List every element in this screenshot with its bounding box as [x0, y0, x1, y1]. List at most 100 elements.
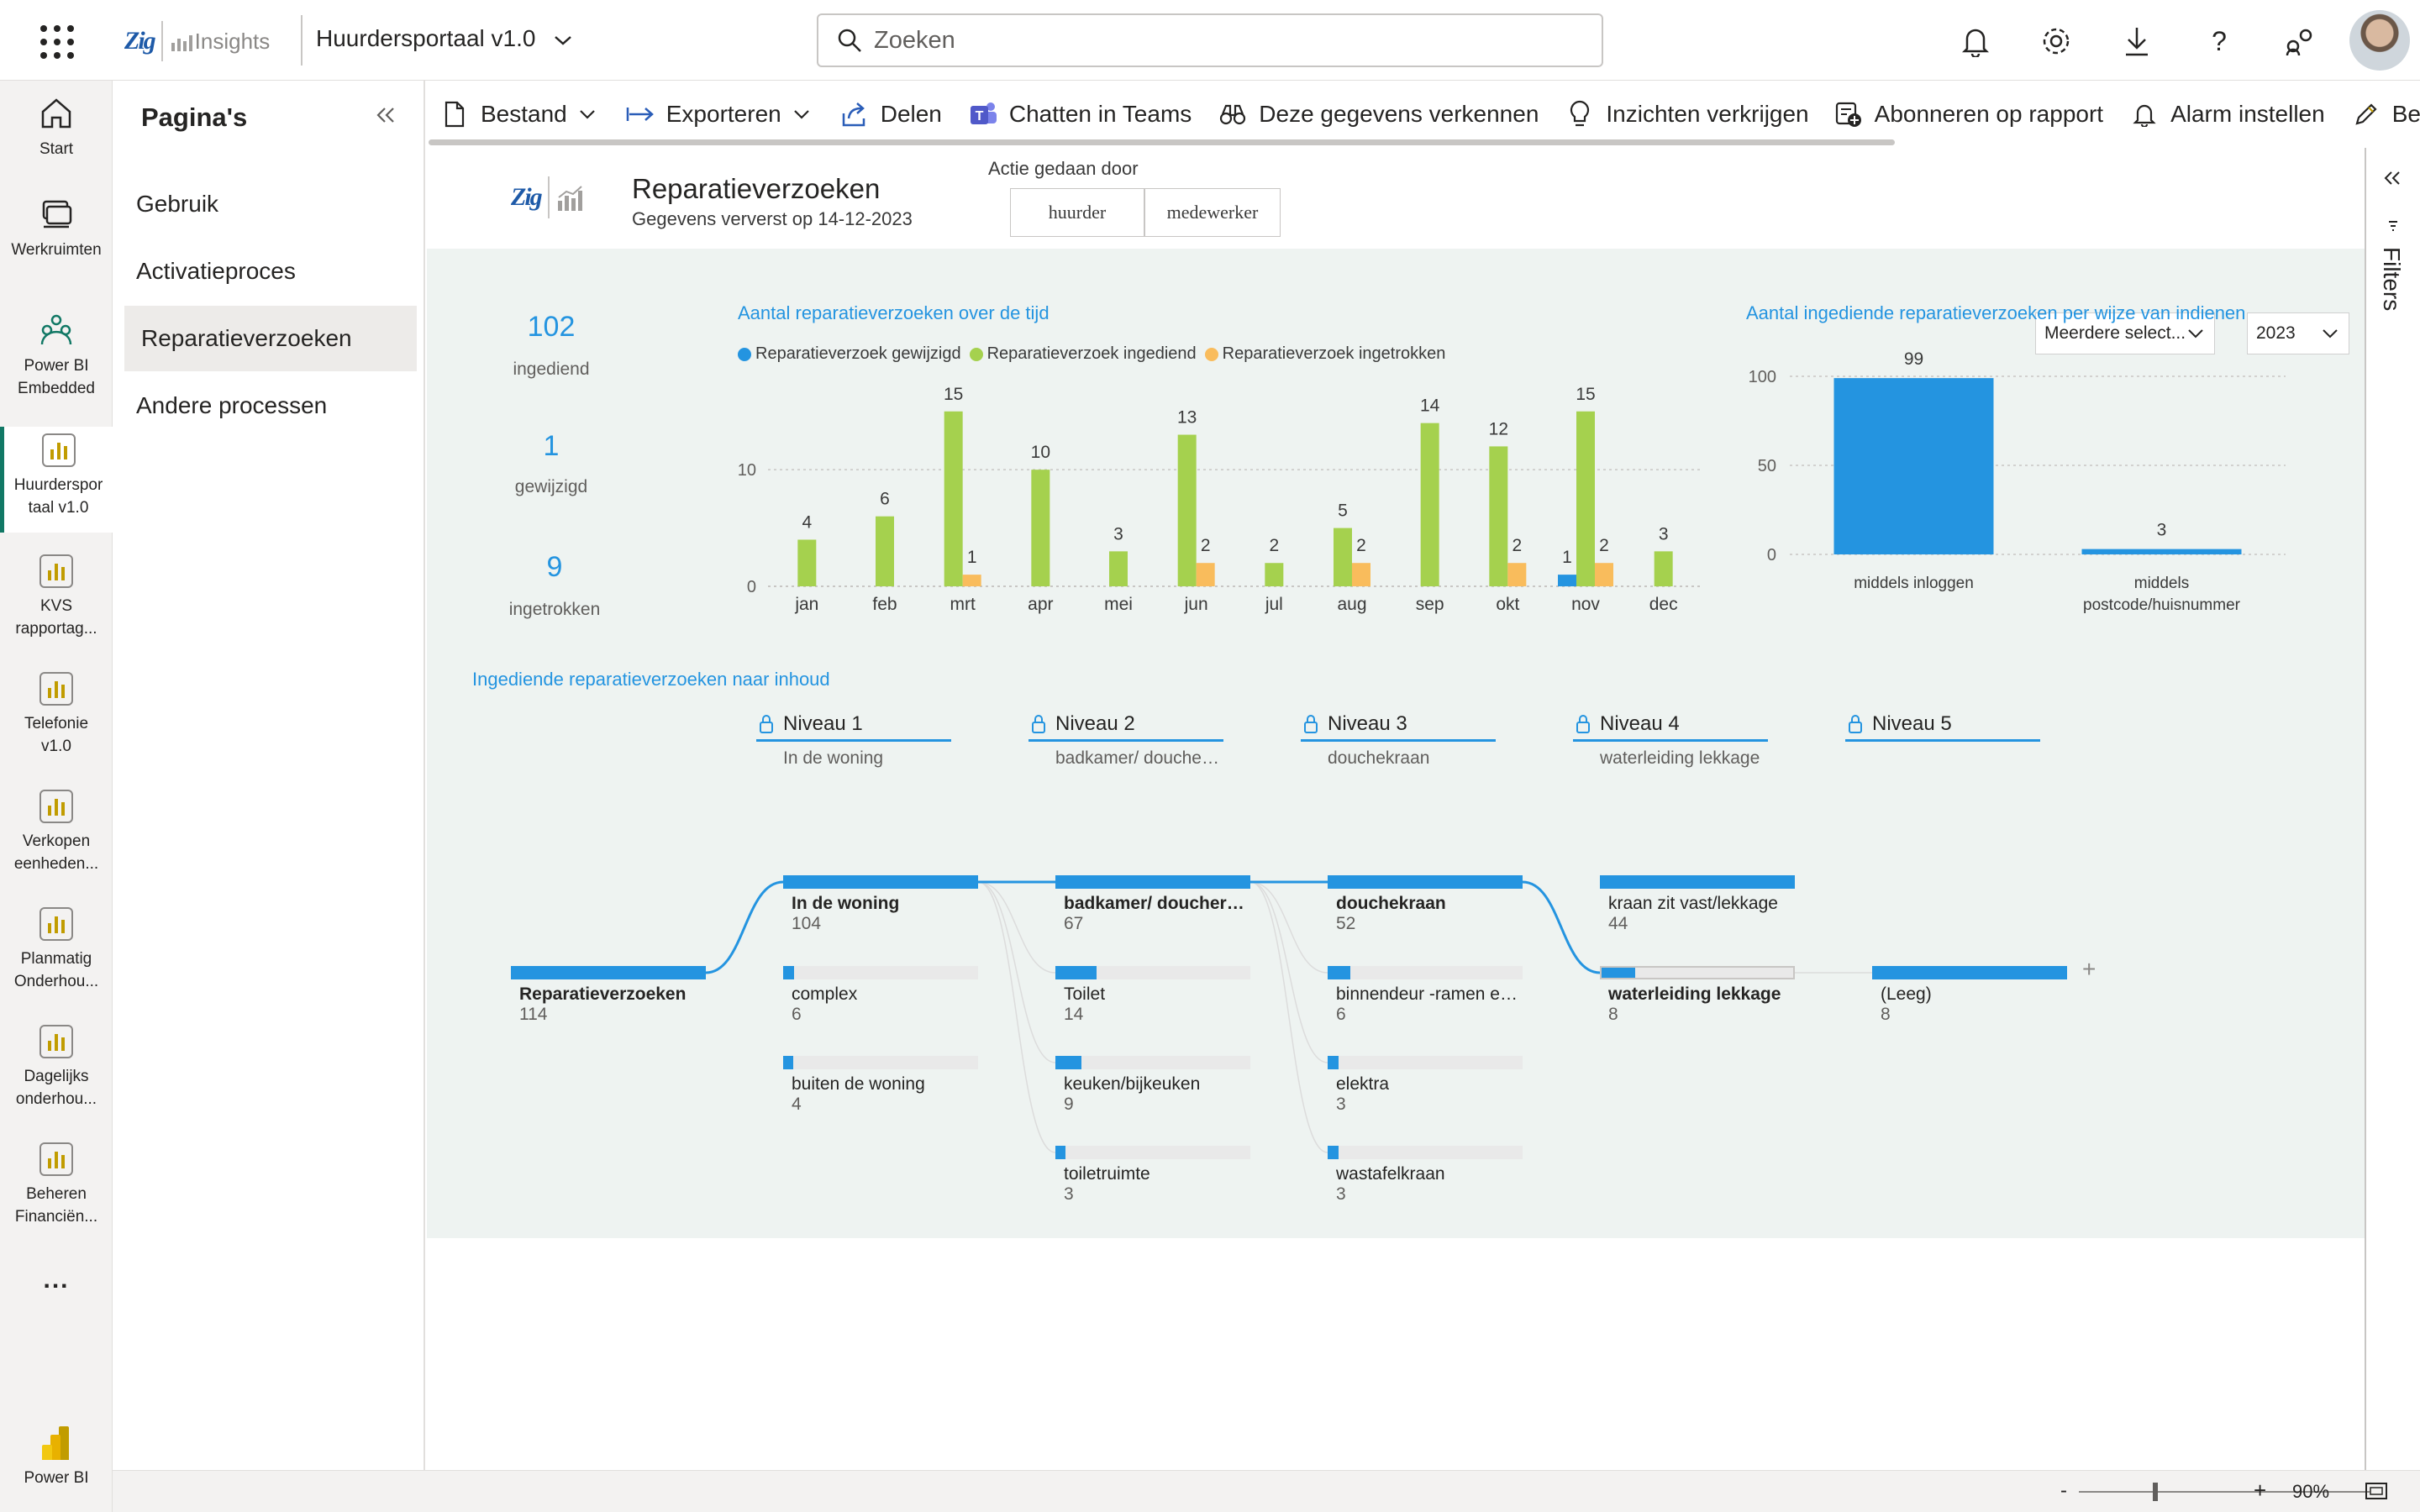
legend-item-gewijzigd[interactable]: Reparatieverzoek gewijzigd	[738, 344, 961, 364]
multi-select-slicer[interactable]: Meerdere select...	[2035, 312, 2215, 354]
explore-data-button[interactable]: Deze gegevens verkennen	[1218, 100, 1539, 129]
bell-icon[interactable]	[1958, 24, 1993, 59]
bar	[1265, 563, 1284, 586]
teams-icon: T	[970, 102, 997, 124]
x-tick-label: aug	[1337, 595, 1366, 614]
tree-level-value: douchekraan	[1328, 748, 1430, 768]
gear-icon[interactable]	[2039, 24, 2074, 59]
expand-filters-icon[interactable]	[2383, 170, 2402, 186]
lock-icon	[1576, 715, 1590, 733]
tree-node-label: kraan zit vast/lekkage	[1608, 894, 1778, 913]
edit-button[interactable]: Bew	[2352, 100, 2420, 129]
data-label: 2	[1512, 536, 1522, 555]
tree-node-label: Toilet	[1064, 984, 1106, 1004]
report-logo: Zig	[511, 176, 590, 218]
tree-level-header[interactable]: Niveau 3 douchekraan	[1301, 712, 1496, 769]
rail-item-kvs[interactable]: KVS rapportag...	[0, 554, 113, 640]
report-header: Zig Reparatieverzoeken Gegevens ververst…	[427, 148, 2365, 354]
page-item-gebruik[interactable]: Gebruik	[136, 191, 219, 217]
bar	[944, 411, 963, 586]
rail-item-workspaces[interactable]: Werkruimten	[0, 197, 113, 261]
set-alert-button[interactable]: Alarm instellen	[2130, 100, 2325, 129]
search-box[interactable]: Zoeken	[817, 13, 1603, 67]
powerbi-logo[interactable]: Power BI	[0, 1425, 113, 1489]
tree-node-bar-bg	[1055, 1056, 1250, 1069]
data-label: 1	[1562, 548, 1572, 567]
x-tick-label: mrt	[950, 595, 976, 614]
share-button[interactable]: Delen	[840, 100, 942, 129]
rail-item-beheren[interactable]: Beheren Financiën...	[0, 1142, 113, 1228]
x-tick-label: feb	[872, 595, 897, 614]
chevron-down-icon	[579, 110, 595, 119]
tree-node-bar-bg	[1328, 966, 1523, 979]
fit-page-icon[interactable]	[2365, 1481, 2388, 1501]
share-icon[interactable]	[2282, 24, 2317, 59]
rail-item-planmatig[interactable]: Planmatig Onderhou...	[0, 907, 113, 993]
chevron-down-icon	[2323, 329, 2338, 339]
x-tick-label: sep	[1416, 595, 1444, 614]
export-menu-button[interactable]: Exporteren	[626, 100, 810, 129]
bell-icon	[2133, 104, 2156, 127]
zoom-in-button[interactable]: +	[2254, 1478, 2267, 1503]
y-tick-label: 100	[1749, 368, 1776, 386]
zoom-out-button[interactable]: -	[2060, 1479, 2067, 1502]
tree-node-label: complex	[792, 984, 858, 1004]
toolbar-label: Delen	[880, 101, 942, 127]
tree-node-bar	[511, 966, 706, 979]
bar	[1031, 470, 1050, 586]
collapse-icon[interactable]	[375, 106, 397, 124]
tree-node-value: 3	[1336, 1095, 1346, 1114]
zoom-slider[interactable]	[2079, 1491, 2370, 1493]
tree-level-header[interactable]: Niveau 2 badkamer/ doucherui...	[1028, 712, 1223, 769]
brand-logo[interactable]: Zig Insights	[124, 20, 270, 62]
page-item-activatieproces[interactable]: Activatieproces	[136, 258, 296, 284]
tree-node-bar	[1600, 875, 1795, 889]
file-menu-button[interactable]: Bestand	[440, 100, 596, 129]
rail-item-telefonie[interactable]: Telefonie v1.0	[0, 672, 113, 758]
tree-level-header[interactable]: Niveau 5	[1845, 712, 2040, 748]
teams-chat-button[interactable]: T Chatten in Teams	[969, 100, 1192, 129]
page-item-andere-processen[interactable]: Andere processen	[136, 392, 328, 418]
filters-pane[interactable]: Filters	[2365, 148, 2420, 1470]
tree-node-value: 8	[1881, 1005, 1891, 1024]
tree-connector	[977, 881, 1056, 1153]
app-name-dropdown[interactable]: Huurdersportaal v1.0	[316, 25, 572, 52]
zoom-slider-thumb[interactable]	[2153, 1483, 2158, 1501]
subscribe-button[interactable]: Abonneren op rapport	[1834, 100, 2103, 129]
tree-node-bar	[1328, 1146, 1339, 1159]
app-launcher-icon[interactable]	[40, 25, 74, 59]
expand-node-button[interactable]: +	[2082, 956, 2096, 982]
tree-node-label: (Leeg)	[1881, 984, 1932, 1004]
tree-connectors	[705, 880, 1872, 1153]
tree-level-header[interactable]: Niveau 4 waterleiding lekkage	[1573, 712, 1768, 769]
legend-item-ingediend[interactable]: Reparatieverzoek ingediend	[969, 344, 1197, 364]
tree-connector	[977, 881, 1056, 1063]
page-item-reparatieverzoeken[interactable]: Reparatieverzoeken	[119, 306, 417, 371]
legend-item-ingetrokken[interactable]: Reparatieverzoek ingetrokken	[1204, 344, 1445, 364]
bar	[2081, 549, 2242, 554]
status-bar: - + 90%	[113, 1470, 2420, 1512]
rail-item-start[interactable]: Start	[0, 96, 113, 160]
tree-node-bar-bg	[1055, 966, 1250, 979]
rail-item-dagelijks[interactable]: Dagelijks onderhou...	[0, 1025, 113, 1110]
tree-level-header[interactable]: Niveau 1 In de woning	[756, 712, 951, 769]
tree-level-name: Niveau 3	[1328, 712, 1407, 735]
download-icon[interactable]	[2119, 24, 2154, 59]
tree-node-value: 67	[1064, 914, 1084, 933]
tree-node-label: douchekraan	[1336, 894, 1446, 913]
rail-item-huurdersportaal[interactable]: Huurdersportaal v1.0	[0, 427, 113, 533]
toolbar-scrollbar[interactable]	[429, 139, 1895, 145]
lock-icon	[1849, 715, 1862, 733]
data-label: 4	[802, 512, 812, 532]
action-button-huurder[interactable]: huurder	[1010, 188, 1144, 237]
help-icon[interactable]: ?	[2212, 25, 2227, 56]
rail-item-verkopen[interactable]: Verkopen eenheden...	[0, 790, 113, 875]
year-slicer[interactable]: 2023	[2247, 312, 2349, 354]
more-icon[interactable]: ...	[43, 1266, 70, 1294]
action-button-medewerker[interactable]: medewerker	[1144, 188, 1281, 237]
chart-bars-icon	[171, 35, 192, 51]
insights-button[interactable]: Inzichten verkrijgen	[1565, 100, 1809, 129]
search-input[interactable]: Zoeken	[874, 26, 955, 54]
rail-item-embedded[interactable]: Power BI Embedded	[0, 312, 113, 400]
avatar[interactable]	[2349, 10, 2410, 71]
